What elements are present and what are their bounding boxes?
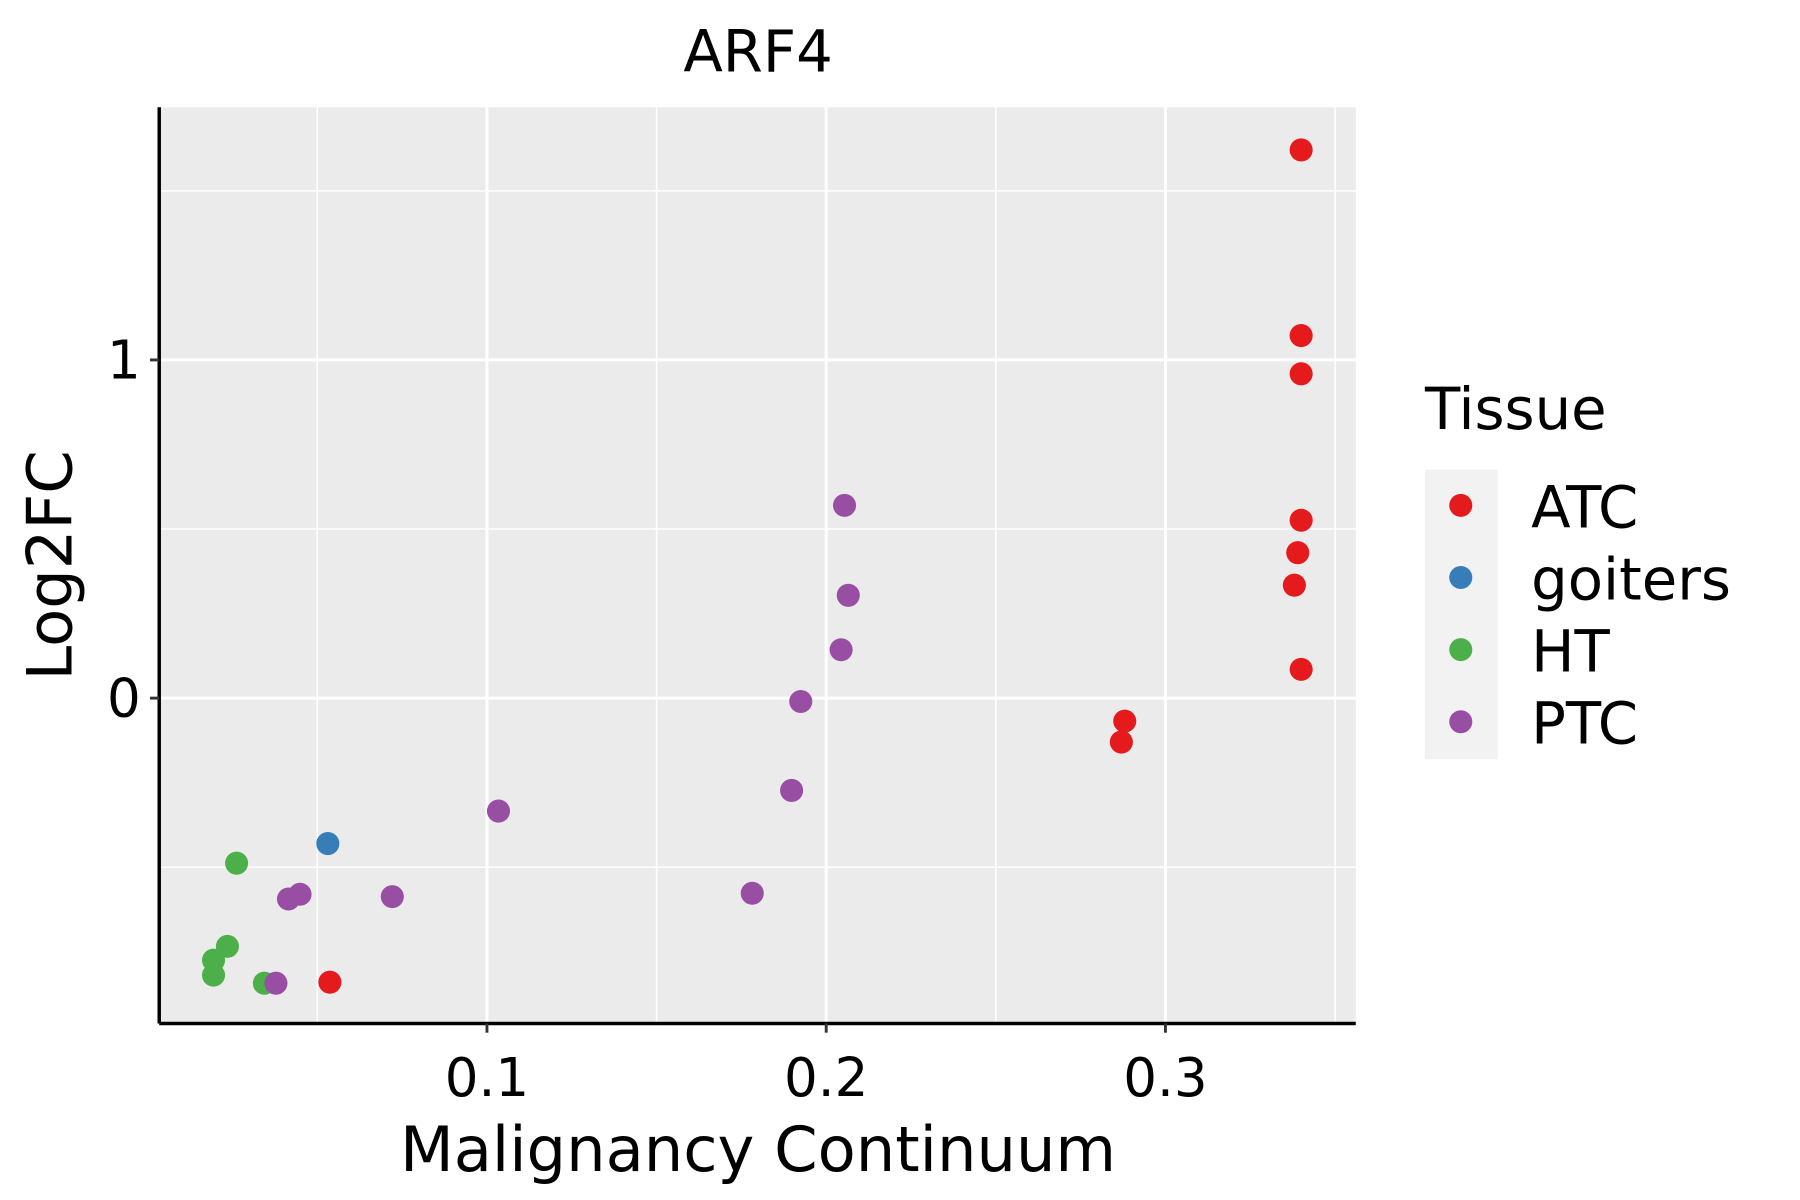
x-ticks: 0.1 0.2 0.3 [445, 1023, 1208, 1109]
data-point-atc [1289, 138, 1313, 162]
y-ticks: 01 [107, 329, 160, 730]
legend-label-goiters: goiters [1531, 545, 1731, 613]
legend-key-ht [1449, 638, 1473, 662]
legend-title: Tissue [1424, 375, 1607, 443]
legend-label-atc: ATC [1531, 473, 1638, 541]
minor-gridlines [159, 107, 1356, 1024]
data-point-atc [1289, 362, 1313, 386]
data-point-atc [1289, 324, 1313, 348]
x-tick-label: 0.1 [445, 1047, 529, 1109]
data-point-ht [201, 963, 226, 987]
data-point-ptc [780, 778, 804, 802]
data-point-ptc [836, 583, 860, 607]
data-point-atc [1282, 573, 1306, 597]
plot-panel [159, 107, 1356, 1024]
data-point-ptc [740, 881, 764, 905]
legend-key-ptc [1449, 710, 1473, 734]
data-point-ptc [829, 638, 853, 662]
data-point-ht [225, 851, 249, 875]
legend-label-ht: HT [1531, 618, 1610, 686]
legend-label-ptc: PTC [1531, 690, 1638, 758]
major-gridlines [159, 107, 1356, 1024]
data-point-ptc [264, 971, 288, 995]
legend-key-goiters [1449, 565, 1473, 590]
y-axis-label: Log2FC [14, 450, 87, 680]
data-point-atc [1289, 657, 1313, 681]
x-tick-label: 0.3 [1123, 1047, 1207, 1109]
data-point-ptc [486, 799, 511, 823]
chart-title: ARF4 [683, 18, 832, 86]
data-points [201, 138, 1313, 995]
data-point-atc [1286, 541, 1310, 565]
data-point-ptc [832, 493, 857, 517]
data-point-atc [1109, 730, 1133, 754]
x-tick-label: 0.2 [784, 1047, 868, 1109]
data-point-atc [318, 970, 342, 994]
legend-key-atc [1449, 493, 1473, 517]
y-tick-label: 1 [107, 329, 141, 391]
data-point-ptc [789, 689, 813, 714]
data-point-goiters [316, 832, 340, 856]
data-point-ptc [276, 887, 301, 911]
data-point-atc [1289, 508, 1313, 532]
y-tick-label: 0 [107, 668, 141, 730]
x-axis-label: Malignancy Continuum [400, 1113, 1116, 1186]
data-point-ptc [380, 885, 404, 909]
data-point-atc [1113, 709, 1137, 733]
